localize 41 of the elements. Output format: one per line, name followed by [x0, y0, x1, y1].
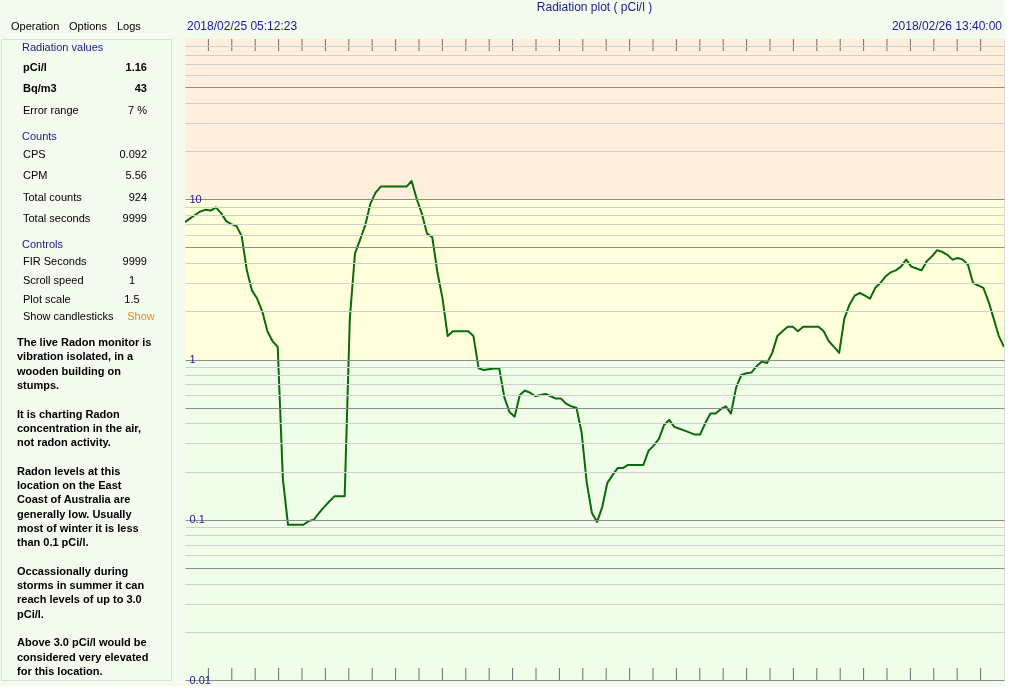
y-tick-label: 10	[189, 192, 202, 205]
line-series	[185, 179, 1004, 526]
text: Plot scale	[23, 293, 71, 305]
text: 924	[128, 191, 147, 203]
text: Options	[69, 20, 108, 32]
text: Logs	[117, 20, 142, 32]
text: Operation	[11, 20, 60, 32]
y-tick-label: 0.1	[189, 513, 205, 526]
y-tick-label: 0.01	[189, 673, 211, 686]
text: CPM	[23, 169, 48, 181]
text: Scroll speed	[23, 274, 84, 286]
text: pCi/l	[23, 61, 47, 73]
text: Error range	[23, 104, 79, 116]
text: Total counts	[23, 191, 83, 203]
text: 5.56	[125, 169, 147, 181]
text: Radiation values	[22, 41, 104, 53]
text: Bq/m3	[23, 82, 57, 94]
text: 43	[134, 82, 147, 94]
text: Radon levels at this location on the East Coast of Australia are generally low. Usually most of winter it is less than 0.1 pCi/l.	[17, 464, 139, 549]
text: 0.092	[119, 148, 147, 160]
text: Show candlesticks	[23, 310, 114, 322]
text: It is charting Radon concentration in the air, not radon activity.	[17, 407, 142, 449]
text: Show	[127, 310, 155, 322]
text: Occassionally during storms in summer it can reach levels of up to 3.0 pCi/l.	[17, 564, 145, 620]
text: The live Radon monitor is vibration isolated, in a wooden building on stumps.	[16, 336, 152, 391]
text: 9999	[122, 212, 147, 224]
text: 7 %	[128, 104, 148, 116]
text: Controls	[22, 238, 64, 250]
text: CPS	[23, 148, 46, 160]
text: 2018/02/25 05:12:23	[187, 19, 298, 33]
y-tick-label: 1	[189, 353, 196, 365]
text: 2018/02/26 13:40:00	[891, 19, 1003, 33]
chart-title: Radiation plot ( pCi/l )	[536, 0, 653, 14]
text: Above 3.0 pCi/l would be considered very elevated for this location.	[17, 636, 149, 677]
text: Counts	[22, 130, 58, 142]
text: Total seconds	[23, 212, 91, 224]
text: 1.16	[125, 61, 147, 73]
text: 9999	[122, 255, 147, 267]
text: FIR Seconds	[23, 255, 88, 267]
text: 1	[128, 274, 136, 286]
text: 1.5	[124, 293, 140, 305]
